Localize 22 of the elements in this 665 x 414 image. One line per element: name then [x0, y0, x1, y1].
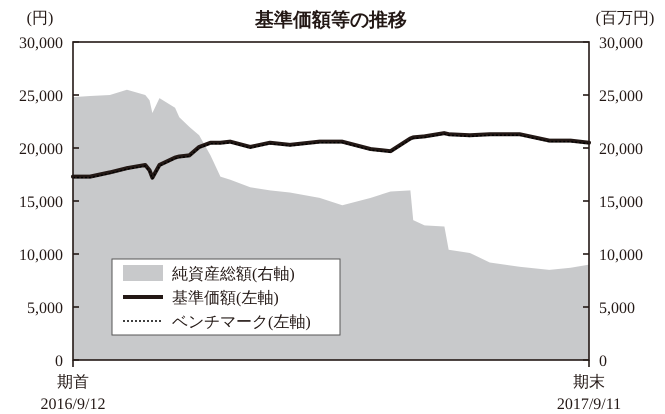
y2-tick-label: 30,000 — [599, 35, 643, 52]
y2-tick-label: 5,000 — [599, 300, 635, 317]
y2-tick-label: 10,000 — [599, 247, 643, 264]
legend-label: ベンチマーク(左軸) — [172, 313, 311, 331]
y2-tick-label: 20,000 — [599, 141, 643, 158]
y2-tick-label: 0 — [599, 353, 607, 370]
legend-label: 基準価額(左軸) — [172, 289, 279, 307]
y-tick-label: 30,000 — [19, 35, 63, 52]
y-tick-label: 10,000 — [19, 247, 63, 264]
y-tick-label: 5,000 — [27, 300, 63, 317]
legend-label: 純資産総額(右軸) — [172, 265, 295, 283]
x-tick-label: 期末 2017/9/11 — [556, 373, 622, 413]
chart-title: 基準価額等の推移 — [254, 9, 407, 31]
y-tick-label: 20,000 — [19, 141, 63, 158]
y2-axis-title: (百万円) — [596, 10, 654, 27]
y2-tick-label: 15,000 — [599, 194, 643, 211]
y-tick-label: 15,000 — [19, 194, 63, 211]
y-tick-label: 25,000 — [19, 88, 63, 105]
y-tick-label: 0 — [55, 353, 63, 370]
y-axis-title: (円) — [26, 10, 54, 27]
x-tick-label: 期首 2016/9/12 — [40, 373, 106, 413]
y2-tick-label: 25,000 — [599, 88, 643, 105]
